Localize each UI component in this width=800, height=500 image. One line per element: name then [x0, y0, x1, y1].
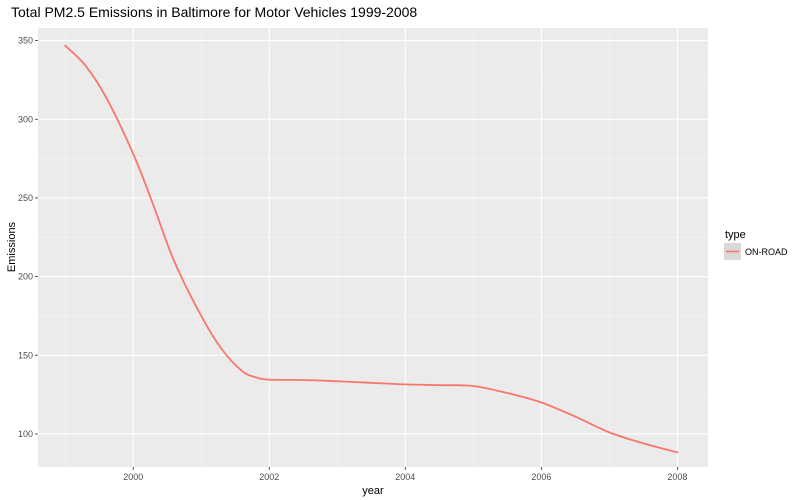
series-line-on-road — [64, 44, 679, 454]
y-axis-label: Emissions — [6, 221, 18, 272]
plot-panel — [38, 28, 708, 467]
minor-gridlines — [38, 28, 708, 467]
y-tick-label: 150 — [18, 350, 33, 360]
x-tick-label: 2004 — [395, 472, 415, 482]
y-tick-label: 300 — [18, 114, 33, 124]
x-axis-ticks: 2000 2002 2004 2006 2008 — [123, 467, 687, 482]
x-tick-label: 2008 — [667, 472, 687, 482]
y-tick-label: 100 — [18, 429, 33, 439]
chart-title: Total PM2.5 Emissions in Baltimore for M… — [11, 4, 417, 20]
x-axis-label: year — [362, 485, 384, 497]
series-layer — [64, 44, 679, 454]
x-tick-label: 2006 — [531, 472, 551, 482]
legend-title: type — [725, 229, 746, 241]
y-axis-ticks: 100 150 200 250 300 350 — [18, 36, 38, 439]
x-tick-label: 2002 — [259, 472, 279, 482]
y-tick-label: 250 — [18, 193, 33, 203]
major-gridlines — [38, 28, 708, 467]
legend-label-on-road: ON-ROAD — [745, 247, 788, 257]
legend: type ON-ROAD — [724, 229, 788, 260]
y-tick-label: 200 — [18, 272, 33, 282]
x-tick-label: 2000 — [123, 472, 143, 482]
y-tick-label: 350 — [18, 36, 33, 46]
